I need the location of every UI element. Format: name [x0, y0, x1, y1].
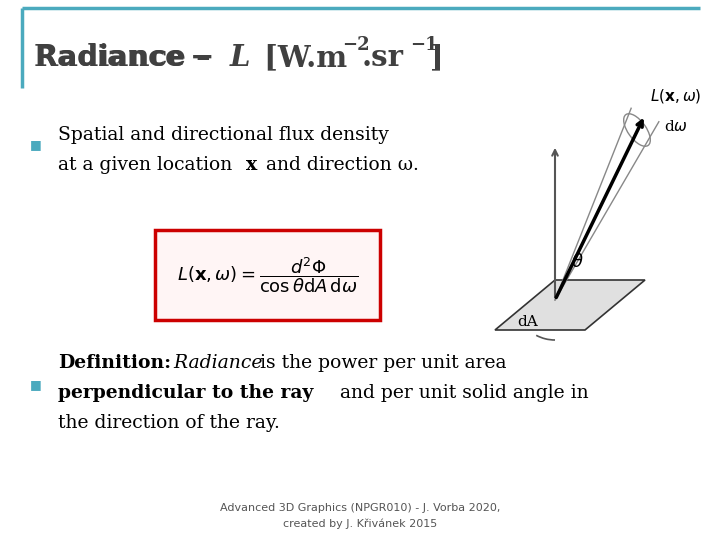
- Text: created by J. Křivánek 2015: created by J. Křivánek 2015: [283, 519, 437, 529]
- Text: L: L: [230, 44, 251, 72]
- Text: x: x: [246, 156, 257, 174]
- Text: the direction of the ray.: the direction of the ray.: [58, 414, 280, 432]
- Text: [W.m: [W.m: [254, 44, 347, 72]
- Text: −1: −1: [410, 36, 438, 54]
- Bar: [155, 230, 380, 320]
- Text: $\mathbf{Radiance-}$: $\mathbf{Radiance-}$: [34, 44, 213, 72]
- Text: Radiance: Radiance: [168, 354, 263, 372]
- Text: Spatial and directional flux density: Spatial and directional flux density: [58, 126, 389, 144]
- Text: ■: ■: [30, 379, 42, 392]
- Text: and per unit solid angle in: and per unit solid angle in: [334, 384, 589, 402]
- Text: Advanced 3D Graphics (NPGR010) - J. Vorba 2020,: Advanced 3D Graphics (NPGR010) - J. Vorb…: [220, 503, 500, 513]
- Text: ■: ■: [30, 138, 42, 152]
- Text: is the power per unit area: is the power per unit area: [254, 354, 506, 372]
- Text: .sr: .sr: [362, 44, 404, 72]
- Text: Definition:: Definition:: [58, 354, 171, 372]
- Text: perpendicular to the ray: perpendicular to the ray: [58, 384, 313, 402]
- Text: d$\omega$: d$\omega$: [664, 119, 688, 134]
- Text: Radiance –: Radiance –: [34, 44, 221, 72]
- Text: dA: dA: [518, 315, 539, 329]
- Text: $L(\mathbf{x},\omega)$: $L(\mathbf{x},\omega)$: [650, 87, 701, 105]
- Text: and direction ω.: and direction ω.: [260, 156, 419, 174]
- Text: ]: ]: [430, 44, 444, 72]
- Text: at a given location: at a given location: [58, 156, 238, 174]
- Text: −2: −2: [342, 36, 369, 54]
- Text: $\theta$: $\theta$: [571, 253, 583, 271]
- Text: $L(\mathbf{x}, \omega) = \dfrac{d^2\Phi}{\cos\theta \mathrm{d}A\, \mathrm{d}\ome: $L(\mathbf{x}, \omega) = \dfrac{d^2\Phi}…: [177, 255, 359, 295]
- Polygon shape: [495, 280, 645, 330]
